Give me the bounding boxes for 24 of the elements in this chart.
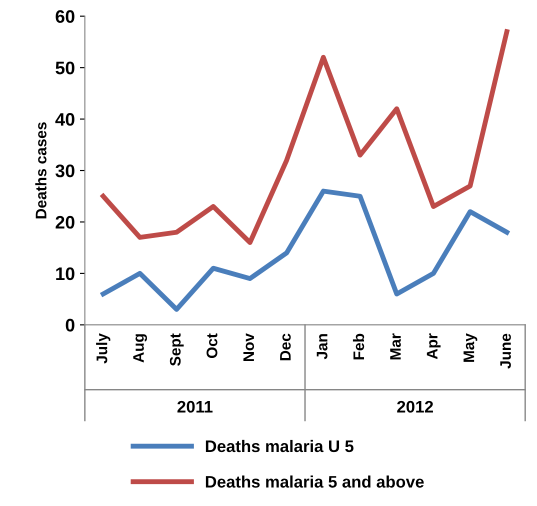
y-axis-title: Deaths cases bbox=[35, 122, 46, 218]
x-tick-label: Feb bbox=[352, 334, 364, 360]
x-tick-label: Nov bbox=[243, 333, 254, 362]
x-tick-label: May bbox=[464, 333, 478, 362]
legend-label: Deaths malaria U 5 bbox=[206, 440, 354, 452]
x-tick-label: Apr bbox=[426, 333, 441, 360]
x-tick-label: Mar bbox=[390, 333, 401, 360]
legend-label: Deaths malaria 5 and above bbox=[206, 475, 424, 488]
x-tick-label: June bbox=[500, 334, 511, 369]
y-tick-label: 10 bbox=[56, 267, 74, 280]
x-tick-label: Sept bbox=[170, 333, 184, 366]
text: 2011 bbox=[177, 400, 213, 413]
x-tick-label: Jan bbox=[316, 334, 328, 360]
y-tick-label: 0 bbox=[66, 318, 74, 332]
x-tick-label: Dec bbox=[280, 334, 291, 360]
x-tick-label: July bbox=[96, 333, 110, 364]
x-tick-label: Aug bbox=[133, 334, 148, 362]
y-tick-label: 20 bbox=[56, 216, 74, 229]
y-tick-label: 30 bbox=[55, 164, 74, 178]
text: 2012 bbox=[397, 400, 433, 413]
y-tick-label: 60 bbox=[56, 10, 74, 23]
y-tick-label: 50 bbox=[56, 62, 74, 74]
x-tick-label: Oct bbox=[206, 333, 218, 358]
y-tick-label: 40 bbox=[55, 113, 74, 126]
